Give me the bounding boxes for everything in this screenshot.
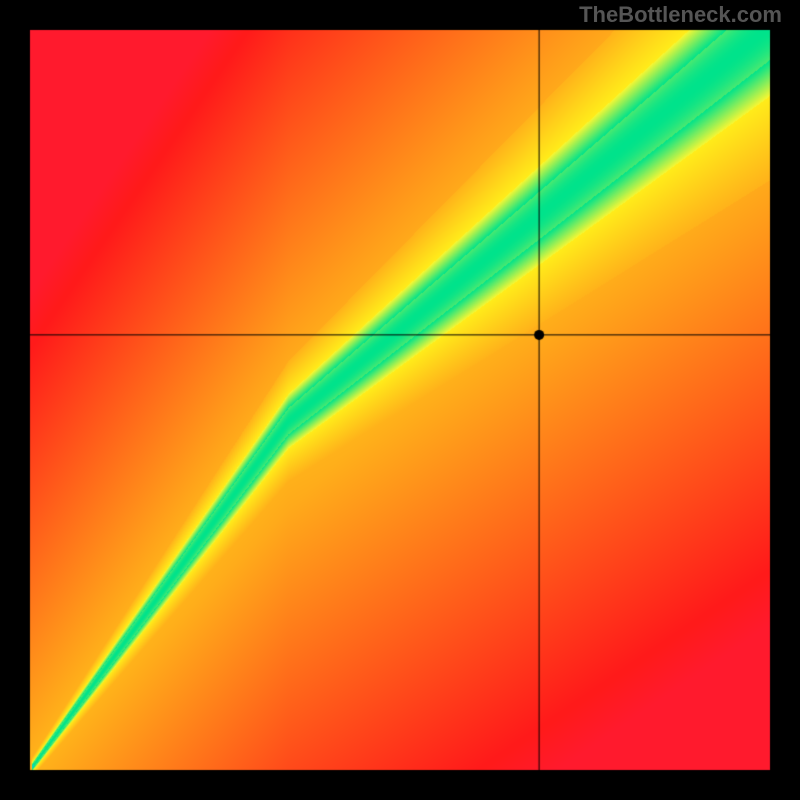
heatmap-canvas [0, 0, 800, 800]
chart-container: TheBottleneck.com [0, 0, 800, 800]
watermark-text: TheBottleneck.com [579, 2, 782, 28]
